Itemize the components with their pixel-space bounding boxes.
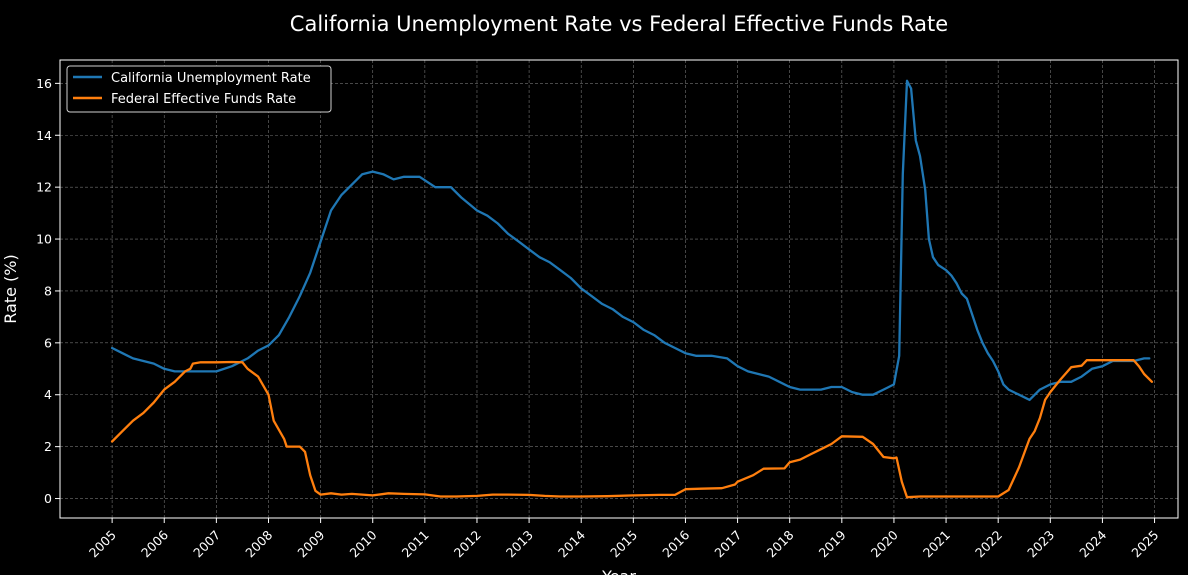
legend: California Unemployment Rate Federal Eff… — [66, 65, 332, 113]
y-tick-label-4: 4 — [44, 387, 52, 402]
plot-area-frame — [59, 59, 1179, 519]
y-tick-label-14: 14 — [36, 128, 52, 143]
x-axis-label: Year — [601, 567, 636, 575]
grid-lines — [60, 60, 1178, 518]
y-tick-label-0: 0 — [44, 491, 52, 506]
y-tick-label-8: 8 — [44, 283, 52, 298]
y-axis-label: Rate (%) — [1, 254, 20, 323]
y-tick-label-6: 6 — [44, 335, 52, 350]
y-axis: 0 2 4 6 8 10 12 14 16 — [36, 76, 60, 506]
legend-label-fed-funds: Federal Effective Funds Rate — [111, 92, 296, 107]
y-tick-label-10: 10 — [36, 232, 52, 247]
y-tick-label-16: 16 — [36, 76, 52, 91]
legend-label-unemployment: California Unemployment Rate — [111, 71, 311, 86]
y-tick-label-2: 2 — [44, 439, 52, 454]
y-tick-label-12: 12 — [36, 180, 52, 195]
series-line-unemployment — [110, 79, 1151, 402]
legend-box — [66, 65, 332, 113]
chart-title: California Unemployment Rate vs Federal … — [290, 12, 948, 36]
series-layer — [110, 79, 1154, 499]
series-line-fed-funds — [110, 359, 1154, 499]
